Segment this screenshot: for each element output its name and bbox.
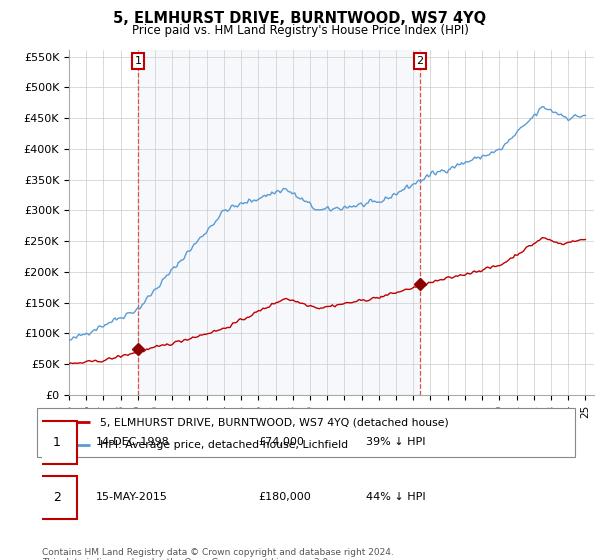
FancyBboxPatch shape (37, 421, 77, 464)
Text: Price paid vs. HM Land Registry's House Price Index (HPI): Price paid vs. HM Land Registry's House … (131, 24, 469, 36)
FancyBboxPatch shape (37, 476, 77, 519)
Text: 1: 1 (134, 56, 142, 66)
Text: 44% ↓ HPI: 44% ↓ HPI (366, 492, 425, 502)
FancyBboxPatch shape (37, 408, 575, 457)
Text: 2: 2 (53, 491, 61, 504)
Text: £74,000: £74,000 (258, 437, 304, 447)
Text: 5, ELMHURST DRIVE, BURNTWOOD, WS7 4YQ: 5, ELMHURST DRIVE, BURNTWOOD, WS7 4YQ (113, 11, 487, 26)
Text: 2: 2 (416, 56, 424, 66)
Bar (138, 50, 420, 395)
Text: Contains HM Land Registry data © Crown copyright and database right 2024.
This d: Contains HM Land Registry data © Crown c… (42, 548, 394, 560)
Text: 39% ↓ HPI: 39% ↓ HPI (366, 437, 425, 447)
Text: HPI: Average price, detached house, Lichfield: HPI: Average price, detached house, Lich… (100, 440, 348, 450)
Text: 14-DEC-1998: 14-DEC-1998 (96, 437, 170, 447)
Text: 1: 1 (53, 436, 61, 449)
Text: £180,000: £180,000 (258, 492, 311, 502)
Text: 5, ELMHURST DRIVE, BURNTWOOD, WS7 4YQ (detached house): 5, ELMHURST DRIVE, BURNTWOOD, WS7 4YQ (d… (100, 417, 449, 427)
Text: 15-MAY-2015: 15-MAY-2015 (96, 492, 168, 502)
